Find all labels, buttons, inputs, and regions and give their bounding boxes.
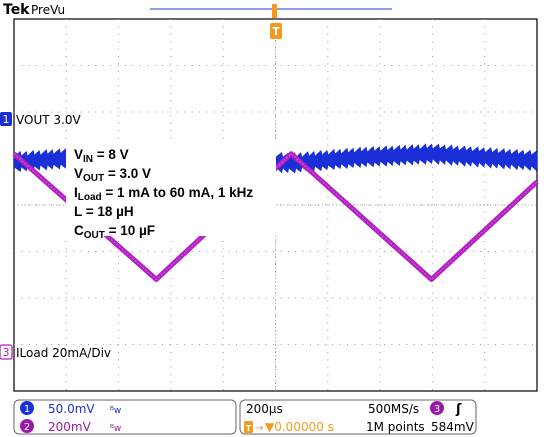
- trigger-position-marker[interactable]: [272, 4, 277, 18]
- ch2-readout-badge: 2: [20, 419, 34, 433]
- timebase-value: 200µs: [246, 402, 283, 416]
- svg-text:→: →: [255, 423, 263, 434]
- trigger-offset-icon: T →: [244, 421, 263, 434]
- ch1-bandwidth-icon: ᴮw: [110, 406, 121, 416]
- ch1-marker[interactable]: 1: [0, 112, 12, 126]
- trigger-source-number: 3: [434, 404, 440, 415]
- trigger-t-label: T: [272, 25, 280, 38]
- ch2-bandwidth-icon: ᴮw: [110, 424, 121, 434]
- series-iload-texture: [13, 152, 538, 281]
- timebase-readout-box[interactable]: [239, 399, 477, 435]
- ch2-readout-number: 2: [24, 422, 30, 433]
- ch3-label: ILoad 20mA/Div: [16, 346, 111, 360]
- annotation-vin: VIN = 8 V: [74, 147, 129, 165]
- trigger-offset-value: ▼0.00000 s: [265, 420, 334, 434]
- ch1-readout-number: 1: [24, 404, 30, 415]
- readout-panel: 1 50.0mV ᴮw 2 200mV ᴮw 200µs 500MS/s T →…: [13, 399, 477, 435]
- channel-readout-box[interactable]: [13, 399, 237, 435]
- svg-text:T: T: [246, 424, 252, 433]
- annotation-cout: COUT = 10 µF: [74, 223, 155, 241]
- ch3-marker-number: 3: [3, 346, 10, 359]
- trigger-level: 584mV: [431, 420, 475, 434]
- ch1-marker-number: 1: [3, 113, 10, 126]
- trigger-source-badge: 3: [430, 401, 444, 415]
- trigger-slope-icon: ʃ: [455, 402, 462, 417]
- annotation-vout: VOUT = 3.0 V: [74, 166, 151, 184]
- ch1-readout-badge: 1: [20, 401, 34, 415]
- ch2-scale: 200mV: [48, 420, 92, 434]
- ch1-scale: 50.0mV: [48, 402, 95, 416]
- ch1-label: VOUT 3.0V: [16, 113, 81, 127]
- annotation-iload: ILoad = 1 mA to 60 mA, 1 kHz: [74, 185, 253, 203]
- ch3-marker[interactable]: 3: [0, 344, 13, 360]
- brand-logo: Tek: [3, 2, 30, 18]
- trigger-t-icon: T: [270, 23, 282, 39]
- mode-label: PreVu: [31, 3, 65, 17]
- record-length: 1M points: [366, 420, 425, 434]
- annotation-inductor: L = 18 µH: [74, 204, 134, 219]
- circuit-annotations: VIN = 8 V VOUT = 3.0 V ILoad = 1 mA to 6…: [66, 141, 276, 241]
- sample-rate: 500MS/s: [368, 402, 419, 416]
